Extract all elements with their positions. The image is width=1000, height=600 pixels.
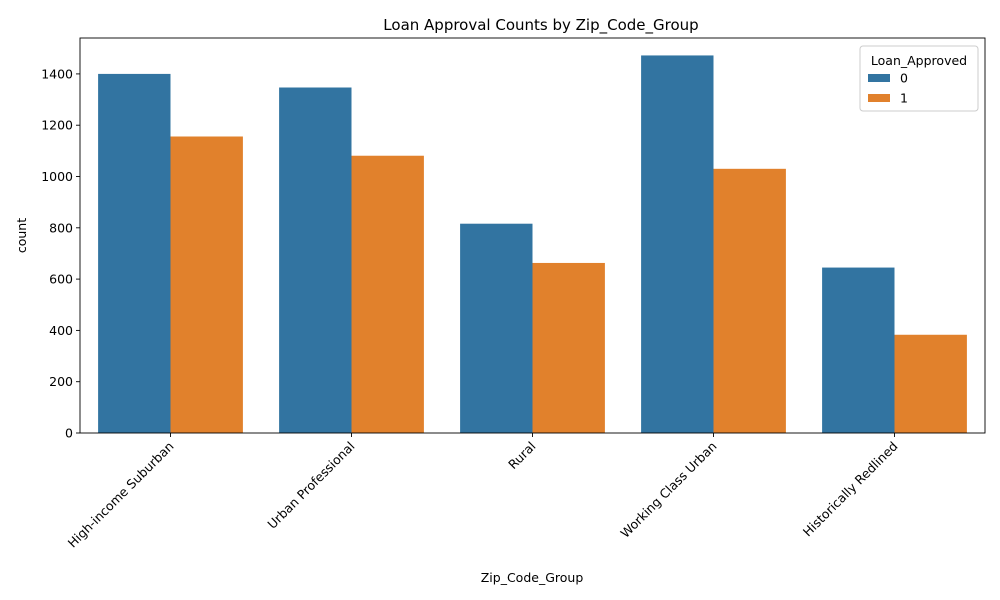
bar-2-1 — [532, 262, 605, 433]
bar-3-0 — [641, 55, 714, 433]
legend-swatch-0 — [868, 74, 890, 82]
legend: Loan_Approved 0 1 — [859, 45, 979, 112]
chart-title: Loan Approval Counts by Zip_Code_Group — [383, 16, 698, 35]
bars-layer — [98, 55, 967, 434]
bar-0-0 — [98, 73, 171, 433]
bar-4-0 — [822, 267, 895, 433]
y-tick-label-400: 400 — [49, 323, 73, 338]
bar-3-1 — [713, 168, 786, 433]
y-tick-label-1200: 1200 — [41, 118, 73, 133]
y-tick-label-600: 600 — [49, 272, 73, 287]
bar-2-0 — [460, 223, 533, 433]
y-tick-label-1400: 1400 — [41, 66, 73, 81]
x-tick-label-1: Urban Professional — [264, 439, 357, 532]
x-tick-label-3: Working Class Urban — [617, 439, 719, 541]
bar-1-1 — [351, 155, 424, 433]
legend-swatch-1 — [868, 94, 890, 102]
legend-label-0: 0 — [900, 71, 908, 86]
x-axis: High-income Suburban Urban Professional Ru… — [65, 433, 901, 551]
bar-0-1 — [170, 136, 243, 433]
legend-label-1: 1 — [900, 91, 908, 106]
y-tick-label-1000: 1000 — [41, 169, 73, 184]
x-tick-label-2: Rural — [505, 439, 538, 472]
y-axis-label: count — [14, 218, 29, 253]
y-tick-label-200: 200 — [49, 374, 73, 389]
bar-1-0 — [279, 87, 352, 434]
y-tick-label-0: 0 — [65, 426, 73, 441]
x-tick-label-4: Historically Redlined — [800, 439, 901, 540]
x-axis-label: Zip_Code_Group — [481, 570, 584, 585]
legend-title: Loan_Approved — [871, 53, 967, 68]
bar-4-1 — [894, 334, 967, 433]
y-axis: 0 200 400 600 800 1000 1200 1400 — [41, 66, 80, 441]
y-tick-label-800: 800 — [49, 220, 73, 235]
x-tick-label-0: High-income Suburban — [65, 439, 177, 551]
